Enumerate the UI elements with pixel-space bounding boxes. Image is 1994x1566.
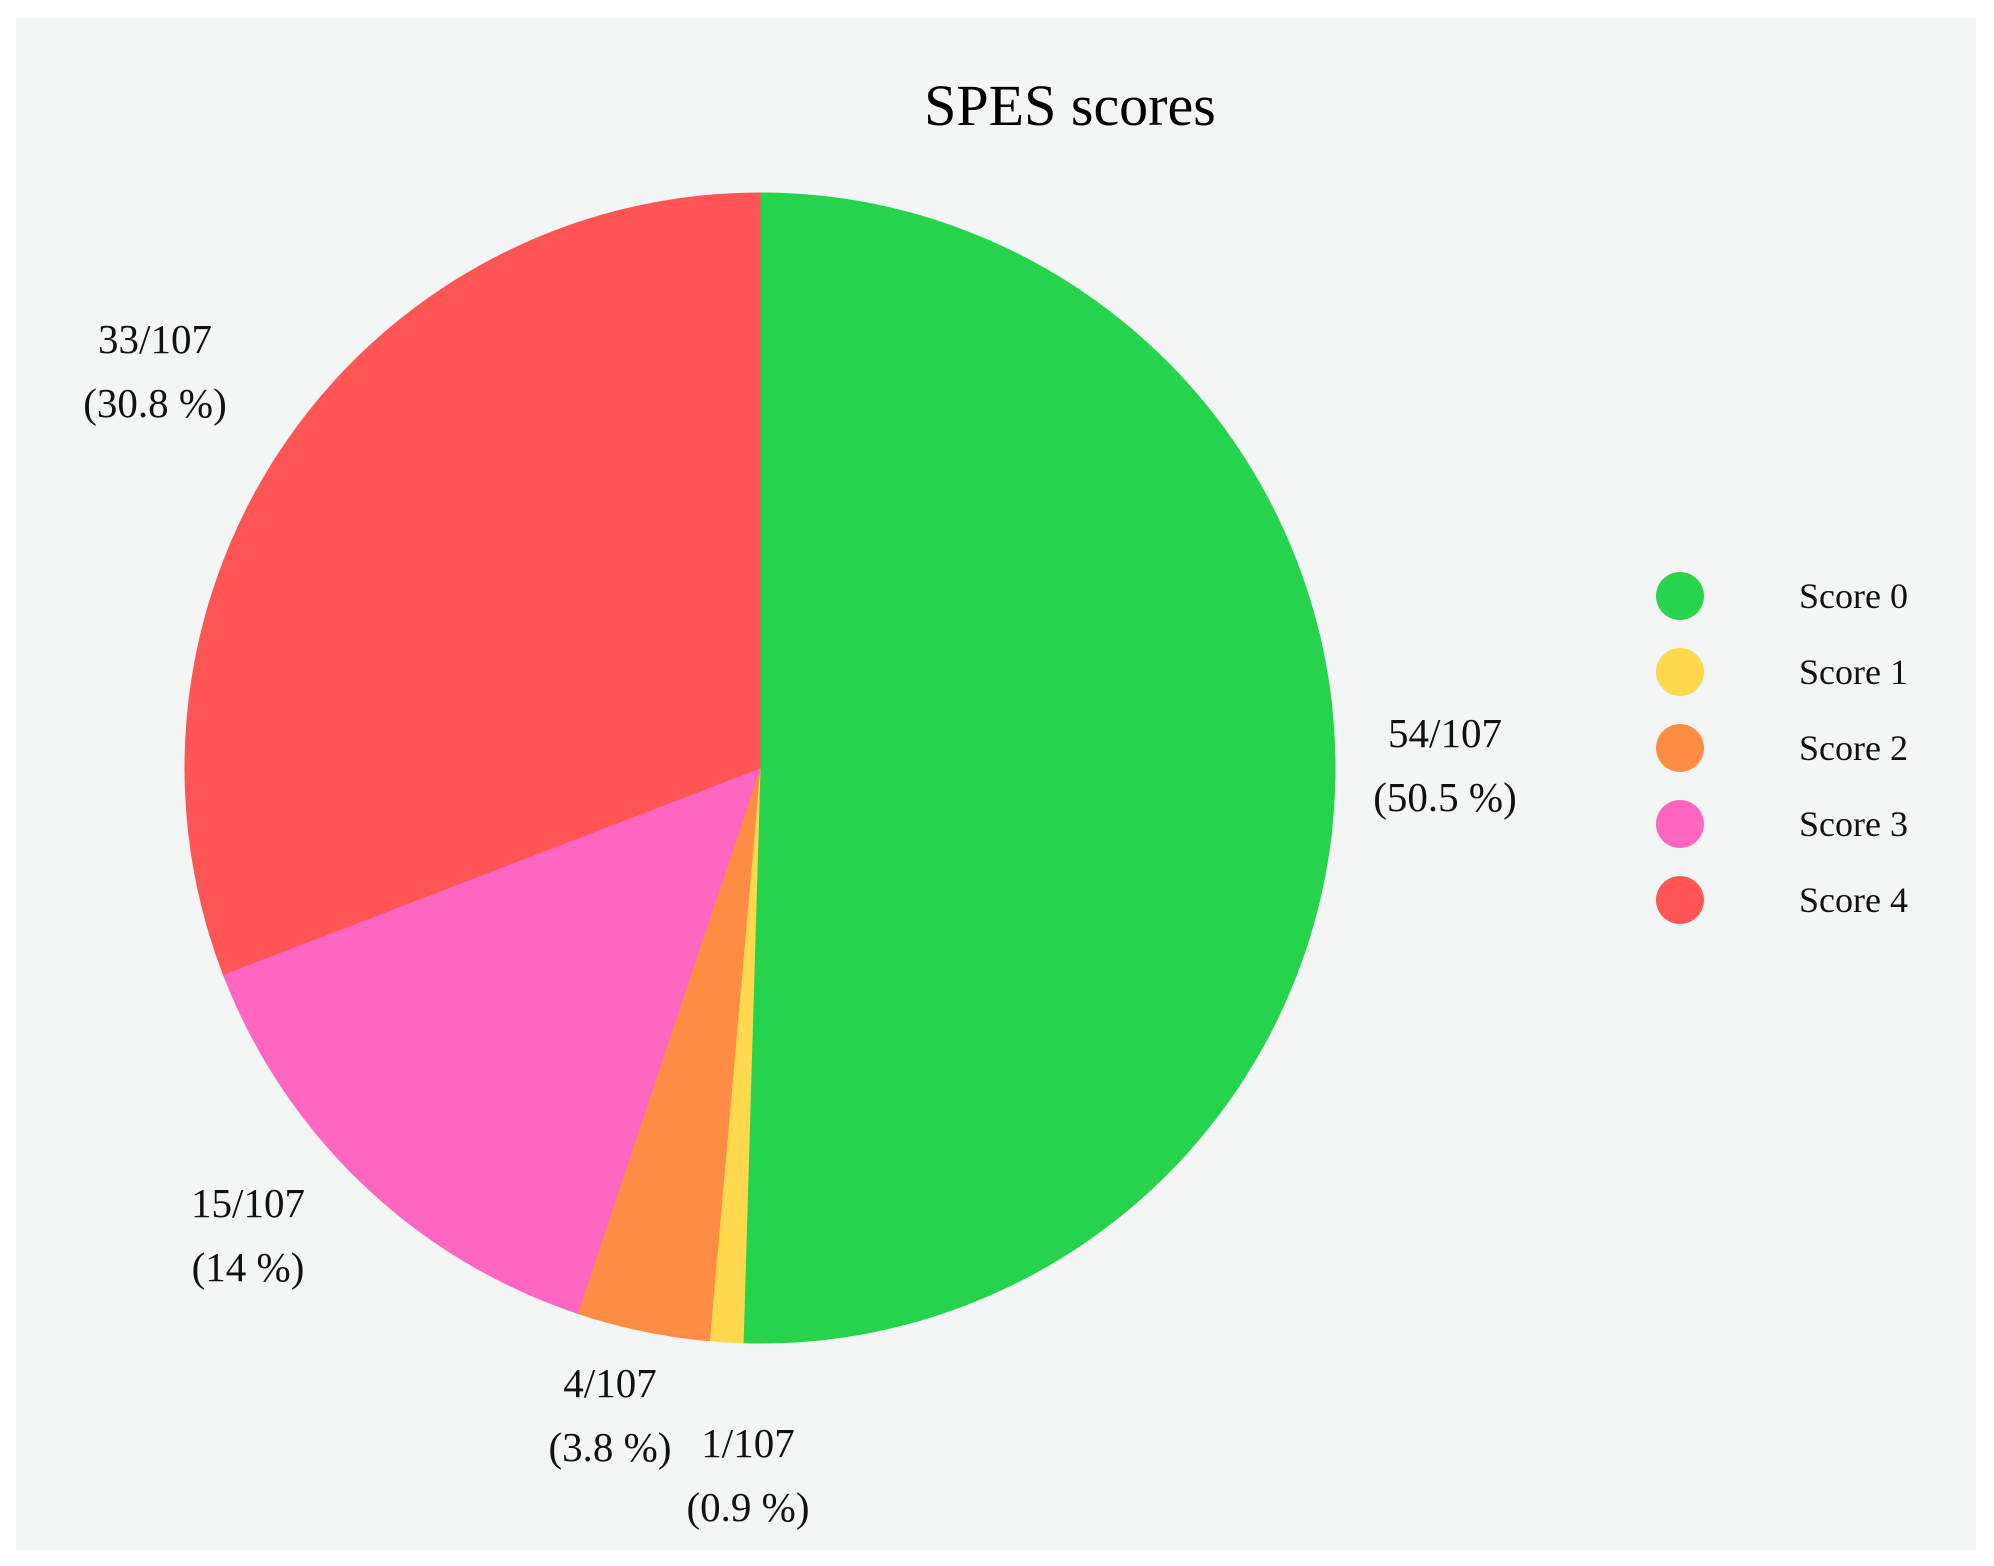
slice-label-percent: (3.8 %) — [549, 1424, 672, 1470]
slice-label-percent: (14 %) — [192, 1244, 305, 1290]
legend: Score 0 Score 1 Score 2 Score 3 Score 4 — [1656, 572, 1908, 924]
slice-label-percent: (0.9 %) — [687, 1484, 810, 1530]
legend-label: Score 4 — [1799, 880, 1908, 920]
legend-label: Score 1 — [1799, 652, 1908, 692]
legend-label: Score 2 — [1799, 728, 1908, 768]
legend-label: Score 0 — [1799, 576, 1908, 616]
slice-label-count: 54/107 — [1388, 710, 1502, 756]
pie-slices — [184, 192, 1336, 1344]
legend-marker — [1656, 648, 1704, 696]
pie-slice-score-0 — [742, 192, 1336, 1344]
slice-labels: 54/107 (50.5 %) 1/107 (0.9 %) 4/107 (3.8 %) 15… — [83, 316, 1516, 1530]
pie-slice-score-3 — [222, 767, 761, 1314]
slice-label-count: 4/107 — [563, 1360, 656, 1406]
legend-marker — [1656, 724, 1704, 772]
legend-marker — [1656, 876, 1704, 924]
pie-slice-score-4 — [184, 192, 761, 975]
legend-marker — [1656, 572, 1704, 620]
legend-marker — [1656, 800, 1704, 848]
slice-label-count: 33/107 — [98, 316, 212, 362]
slice-label-percent: (30.8 %) — [83, 380, 226, 426]
slice-label-count: 1/107 — [701, 1420, 794, 1466]
slice-label-count: 15/107 — [191, 1180, 305, 1226]
legend-label: Score 3 — [1799, 804, 1908, 844]
chart-title: SPES scores — [924, 73, 1216, 138]
slice-label-percent: (50.5 %) — [1373, 774, 1516, 820]
